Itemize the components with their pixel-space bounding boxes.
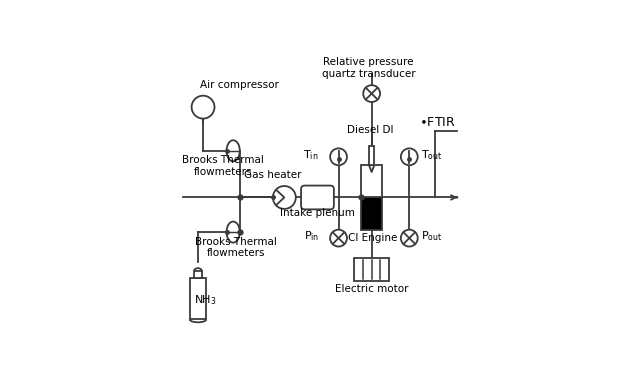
Text: Air compressor: Air compressor (200, 80, 279, 90)
Text: P$_{\rm out}$: P$_{\rm out}$ (420, 230, 442, 244)
Text: $\bullet$FTIR: $\bullet$FTIR (419, 116, 456, 129)
Text: Relative pressure
quartz transducer: Relative pressure quartz transducer (322, 57, 415, 79)
Circle shape (330, 230, 347, 247)
Text: T$_{\rm in}$: T$_{\rm in}$ (303, 148, 318, 162)
Circle shape (401, 148, 418, 165)
Text: Electric motor: Electric motor (335, 284, 408, 294)
Circle shape (401, 230, 418, 247)
Text: P$_{\rm in}$: P$_{\rm in}$ (304, 230, 319, 244)
Text: CI Engine: CI Engine (348, 233, 397, 243)
Bar (369, 145, 374, 165)
Ellipse shape (227, 140, 240, 161)
Bar (361, 165, 383, 197)
Bar (189, 278, 206, 319)
Text: Brooks Thermal
flowmeters: Brooks Thermal flowmeters (182, 155, 264, 177)
Circle shape (191, 96, 214, 118)
Polygon shape (369, 165, 374, 172)
Bar (355, 258, 389, 281)
Text: NH$_3$: NH$_3$ (195, 293, 217, 307)
Text: Gas heater: Gas heater (244, 170, 301, 181)
Circle shape (273, 186, 296, 209)
Circle shape (364, 85, 380, 102)
Ellipse shape (227, 222, 240, 242)
Circle shape (330, 148, 347, 165)
Text: Brooks Thermal
flowmeters: Brooks Thermal flowmeters (195, 237, 277, 258)
Bar (361, 197, 383, 230)
Bar (194, 271, 202, 278)
Text: T$_{\rm out}$: T$_{\rm out}$ (420, 148, 442, 162)
FancyBboxPatch shape (301, 186, 334, 209)
Text: Intake plenum: Intake plenum (280, 208, 355, 218)
Text: Diesel DI: Diesel DI (347, 126, 394, 135)
